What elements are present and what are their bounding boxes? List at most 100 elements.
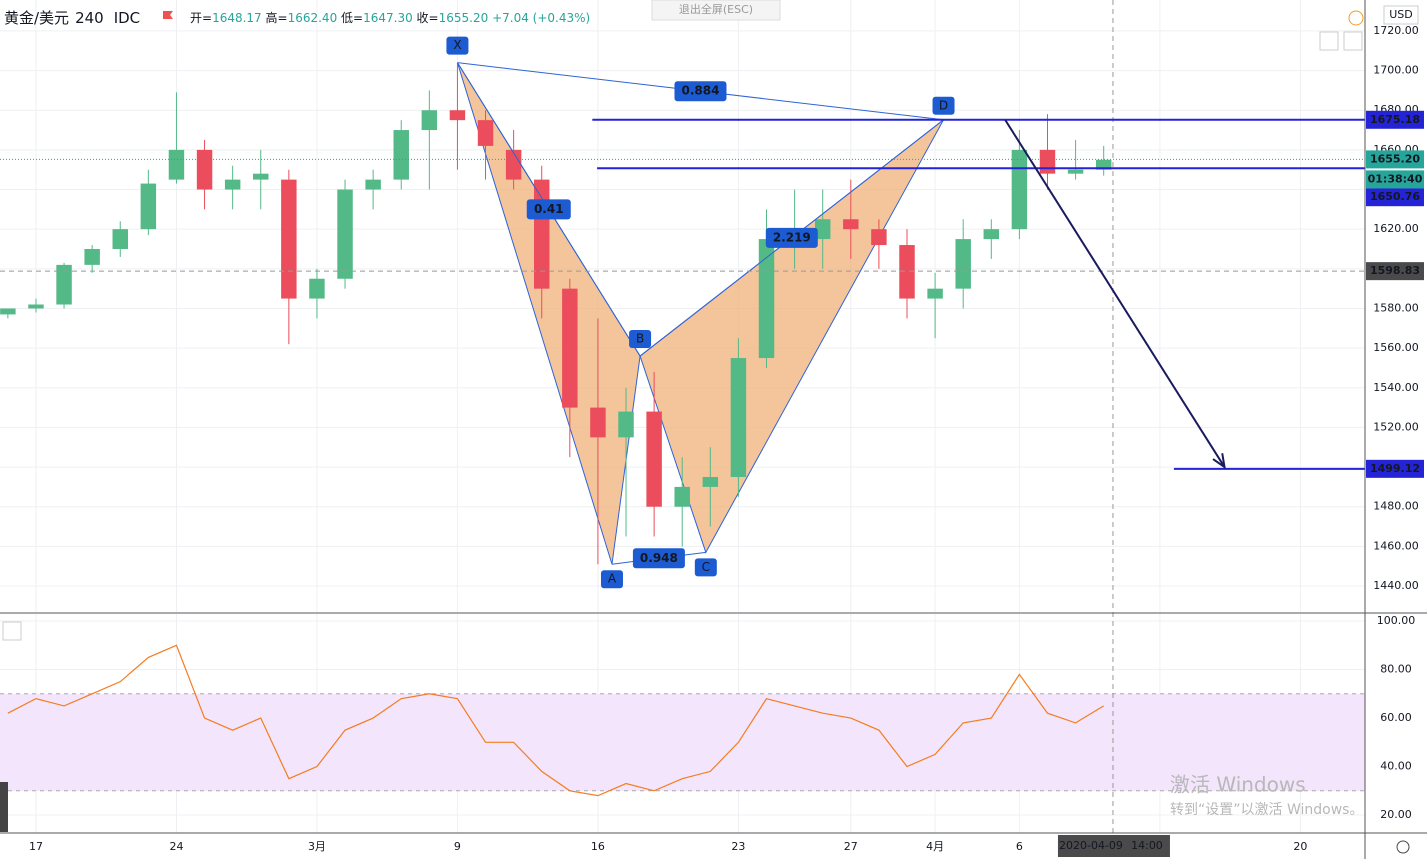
- x-tick-label: 24: [169, 840, 183, 853]
- candle-body: [140, 183, 157, 230]
- candle-body: [1067, 169, 1084, 174]
- candle-body: [983, 229, 1000, 240]
- candle-body: [28, 304, 44, 309]
- candle-body: [674, 486, 690, 507]
- ohlc-label: 开=: [190, 11, 212, 25]
- candle-body: [281, 179, 297, 299]
- candle-body: [758, 239, 775, 359]
- reset-button[interactable]: [1343, 31, 1363, 51]
- y-tick-label: 60.00: [1380, 711, 1412, 724]
- y-tick-label: 1540.00: [1373, 381, 1419, 394]
- candle-body: [505, 149, 522, 180]
- candle-body: [393, 130, 409, 180]
- ohlc-label: 低=: [341, 11, 363, 25]
- y-tick-label: 80.00: [1380, 663, 1412, 676]
- candle-body: [955, 239, 971, 289]
- crosshair-time-box: [1057, 835, 1170, 857]
- y-tick-label: 1560.00: [1373, 341, 1419, 354]
- point-label: C: [702, 560, 710, 574]
- crosshair-price-label: 1598.83: [1370, 264, 1420, 277]
- candle-body: [1039, 149, 1056, 174]
- candle-body: [871, 229, 887, 246]
- rsi-line: [7, 644, 1105, 797]
- point-box: [932, 96, 955, 115]
- x-tick-label: 27: [844, 840, 858, 853]
- candle-body: [730, 358, 747, 477]
- candle-body: [168, 149, 185, 180]
- interval: 240: [75, 9, 104, 27]
- candle-body: [365, 179, 381, 190]
- crosshair-date: 2020-04-09: [1059, 839, 1123, 852]
- candle-body: [927, 288, 943, 299]
- candle-body: [843, 219, 859, 230]
- watermark-subtitle: 转到“设置”以激活 Windows。: [1170, 801, 1363, 818]
- y-tick-label: 1460.00: [1373, 539, 1419, 552]
- point-label: B: [636, 332, 644, 346]
- ohlc-value: 1662.40: [288, 11, 338, 25]
- ohlc-value: 1647.30: [363, 11, 413, 25]
- level-label-box: [1366, 110, 1424, 129]
- symbol-name: 黄金/美元: [4, 9, 69, 27]
- ohlc-label: 高=: [266, 10, 288, 25]
- y-tick-label: 1620.00: [1373, 222, 1419, 235]
- level-label-box: [1366, 188, 1424, 207]
- last-price-label: 1655.20: [1370, 152, 1420, 165]
- watermark-title: 激活 Windows: [1170, 773, 1306, 797]
- candle-body: [646, 411, 662, 507]
- candle-body: [562, 288, 578, 408]
- alert-icon[interactable]: [1348, 10, 1364, 26]
- x-tick-label: 4月: [926, 840, 944, 853]
- ratio-label: 2.219: [773, 230, 811, 244]
- candle-body: [477, 120, 494, 146]
- change: +7.04 (+0.43%): [492, 11, 590, 25]
- ratio-label: 0.41: [534, 202, 564, 216]
- candle-body: [112, 229, 128, 250]
- candle-body: [534, 179, 550, 289]
- currency-box[interactable]: [1383, 5, 1419, 25]
- ratio-label: 0.948: [640, 551, 678, 565]
- ratio-box: [632, 548, 685, 569]
- candle-body: [449, 110, 466, 121]
- y-tick-label: 1580.00: [1373, 301, 1419, 314]
- candle-body: [1095, 159, 1112, 170]
- candle-body: [0, 308, 16, 315]
- point-box: [629, 330, 652, 349]
- ohlc-label: 收=: [417, 11, 439, 25]
- x-tick-label: 3月: [308, 840, 326, 853]
- point-box: [600, 570, 623, 589]
- point-box: [694, 558, 717, 577]
- currency: USD: [1389, 8, 1413, 21]
- ohlc-value: 1648.17: [212, 11, 262, 25]
- candle-body: [253, 173, 269, 180]
- candle-body: [814, 219, 831, 240]
- x-tick-label: 20: [1293, 840, 1307, 853]
- candle-body: [618, 411, 634, 438]
- y-tick-label: 1440.00: [1373, 579, 1419, 592]
- candle-body: [56, 264, 72, 305]
- scroll-button[interactable]: [1319, 31, 1339, 51]
- candle-body: [84, 249, 100, 265]
- crosshair-time: 14:00: [1131, 839, 1163, 852]
- last-price-label-box: [1366, 150, 1424, 169]
- ratio-label: 0.884: [681, 84, 719, 98]
- point-label: D: [939, 98, 948, 112]
- exit-label: 退出全屏(ESC): [679, 2, 753, 16]
- exit-button[interactable]: [651, 0, 781, 21]
- y-tick-label: 1480.00: [1373, 500, 1419, 513]
- y-tick-label: 1700.00: [1373, 64, 1419, 77]
- candle-body: [309, 278, 325, 299]
- x-tick-label: 6: [1016, 840, 1023, 853]
- candle-body: [337, 189, 353, 279]
- candle-body: [224, 179, 241, 190]
- collapse-button[interactable]: [2, 621, 22, 641]
- ratio-box: [674, 81, 727, 102]
- y-tick-label: 1520.00: [1373, 420, 1419, 433]
- side-handle: [0, 782, 8, 832]
- projection-arrow: [1004, 119, 1226, 468]
- y-tick-label: 1720.00: [1373, 24, 1419, 37]
- x-tick-label: 23: [731, 840, 745, 853]
- settings-icon[interactable]: [1396, 840, 1410, 854]
- ohlc-value: 1655.20: [439, 11, 489, 25]
- ratio-box: [526, 199, 571, 220]
- ratio-box: [765, 227, 818, 248]
